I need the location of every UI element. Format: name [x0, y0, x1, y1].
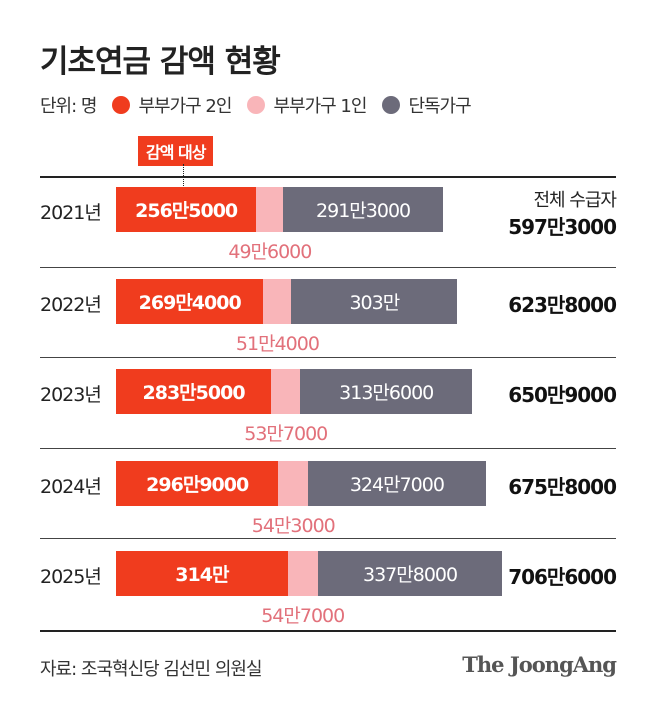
total-value: 623만8000: [508, 293, 617, 317]
legend-dot-single: [382, 96, 401, 114]
label-couple1: 51만4000: [235, 333, 320, 355]
legend-dot-couple1: [247, 96, 266, 114]
bar-couple2: 256만5000: [116, 187, 257, 232]
label-couple1: 49만6000: [228, 241, 312, 263]
legend-couple2: 부부가구 2인: [138, 96, 232, 117]
bar-couple1: [287, 551, 318, 596]
bar-couple2: 283만5000: [116, 369, 272, 414]
legend-dot-couple2: [112, 96, 131, 114]
logo: The JoongAng: [462, 652, 617, 677]
legend-couple1: 부부가구 1인: [273, 96, 367, 117]
legend: 단위: 명 부부가구 2인 부부가구 1인 단독가구: [40, 92, 472, 118]
bar-couple2: 296만9000: [116, 461, 279, 506]
legend-single: 단독가구: [408, 96, 471, 117]
bar-single: 313만6000: [300, 369, 472, 414]
separator: [40, 448, 616, 449]
source: 자료: 조국혁신당 김선민 의원실: [40, 659, 263, 680]
unit-label: 단위: 명: [40, 96, 97, 117]
bar-couple1: [271, 369, 301, 414]
separator: [40, 176, 616, 178]
separator: [40, 538, 616, 539]
separator: [40, 357, 616, 358]
total-value: 650만9000: [508, 383, 617, 407]
bar-couple1: [278, 461, 309, 506]
highlight-tag: 감액 대상: [138, 136, 214, 166]
bar-single: 303만: [291, 279, 458, 324]
year-label: 2021년: [40, 202, 102, 224]
chart-title: 기초연금 감액 현황: [40, 44, 281, 80]
total-value: 706만6000: [508, 565, 617, 589]
bar-couple2: 314만: [116, 551, 288, 596]
bar-single: 337만8000: [317, 551, 503, 596]
total-header: 전체 수급자: [533, 190, 617, 211]
separator: [40, 267, 616, 268]
year-label: 2024년: [40, 476, 102, 498]
bar-couple2: 269만4000: [116, 279, 264, 324]
year-label: 2022년: [40, 294, 102, 316]
bar-single: 324만7000: [308, 461, 486, 506]
bar-single: 291만3000: [283, 187, 443, 232]
label-couple1: 53만7000: [244, 423, 328, 445]
total-value: 597만3000: [508, 215, 617, 239]
bar-couple1: [256, 187, 284, 232]
label-couple1: 54만7000: [261, 605, 345, 627]
bar-couple1: [263, 279, 292, 324]
label-couple1: 54만3000: [251, 515, 336, 537]
year-label: 2023년: [40, 384, 102, 406]
highlight-pointer: [183, 164, 184, 194]
total-value: 675만8000: [508, 475, 617, 499]
year-label: 2025년: [40, 566, 102, 588]
separator: [40, 630, 616, 632]
